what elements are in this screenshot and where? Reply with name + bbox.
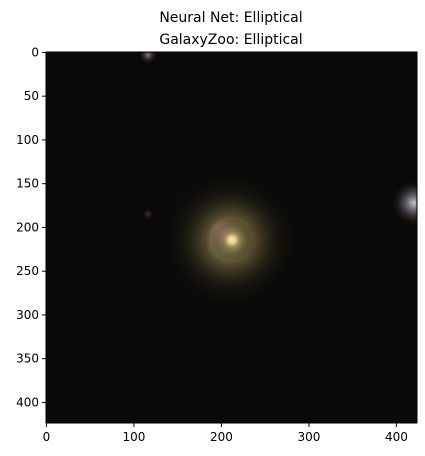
- x-tick-label: 0: [43, 430, 51, 444]
- title-line-1: Neural Net: Elliptical: [159, 10, 302, 26]
- title-line-2: GalaxyZoo: Elliptical: [159, 32, 302, 48]
- axes-frame: [45, 51, 418, 424]
- x-tick-label: 200: [210, 430, 233, 444]
- y-tick-label: 300: [16, 308, 39, 322]
- y-tick-label: 50: [24, 89, 39, 103]
- galaxy-image: [46, 52, 417, 423]
- x-tick-label: 300: [297, 430, 320, 444]
- y-tick-label: 150: [16, 177, 39, 191]
- y-tick-label: 100: [16, 133, 39, 147]
- y-tick-label: 400: [16, 395, 39, 409]
- y-tick-label: 250: [16, 264, 39, 278]
- y-tick-label: 0: [31, 45, 39, 59]
- y-tick-label: 350: [16, 352, 39, 366]
- x-tick-label: 400: [385, 430, 408, 444]
- x-tick-label: 100: [122, 430, 145, 444]
- y-tick-label: 200: [16, 220, 39, 234]
